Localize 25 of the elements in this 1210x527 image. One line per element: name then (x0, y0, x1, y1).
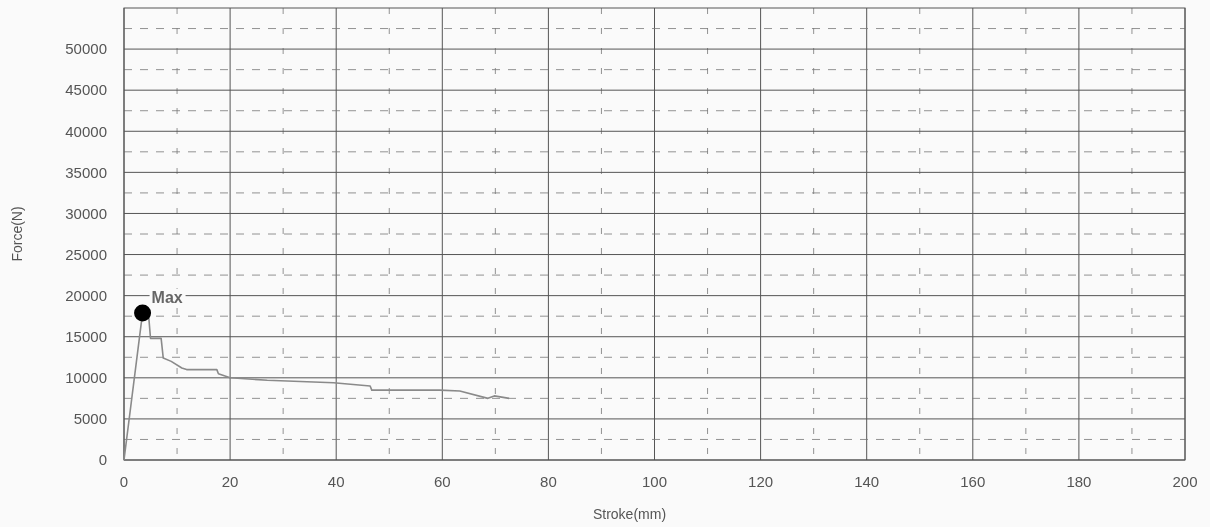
x-tick-label: 20 (221, 473, 239, 490)
y-tick-label: 5000 (73, 410, 107, 428)
x-tick-label: 200 (1172, 473, 1198, 490)
x-tick-label: 180 (1066, 473, 1092, 490)
x-tick-label: 160 (960, 473, 986, 490)
y-tick-label: 10000 (65, 369, 107, 387)
x-tick-label: 40 (327, 473, 345, 490)
y-tick-label: 45000 (65, 81, 107, 99)
y-tick-label: 50000 (65, 40, 107, 58)
annotation: Max (151, 288, 183, 306)
x-axis-title: Stroke(mm) (592, 506, 667, 522)
y-tick-label: 30000 (65, 204, 107, 222)
x-tick-label: 80 (540, 473, 557, 490)
x-tick-label: 60 (433, 473, 451, 490)
x-tick-label: 0 (119, 473, 129, 490)
x-tick-label: 140 (854, 473, 880, 490)
y-axis-title: Force(N) (9, 206, 25, 262)
y-tick-label: 20000 (65, 286, 107, 304)
y-tick-label: 40000 (65, 122, 107, 140)
y-tick-label: 35000 (65, 163, 107, 181)
y-tick-label: 0 (98, 451, 107, 469)
x-tick-label: 120 (748, 473, 774, 490)
y-tick-label: 25000 (65, 245, 107, 263)
x-tick-label: 100 (641, 473, 668, 490)
y-tick-label: 15000 (65, 327, 107, 345)
